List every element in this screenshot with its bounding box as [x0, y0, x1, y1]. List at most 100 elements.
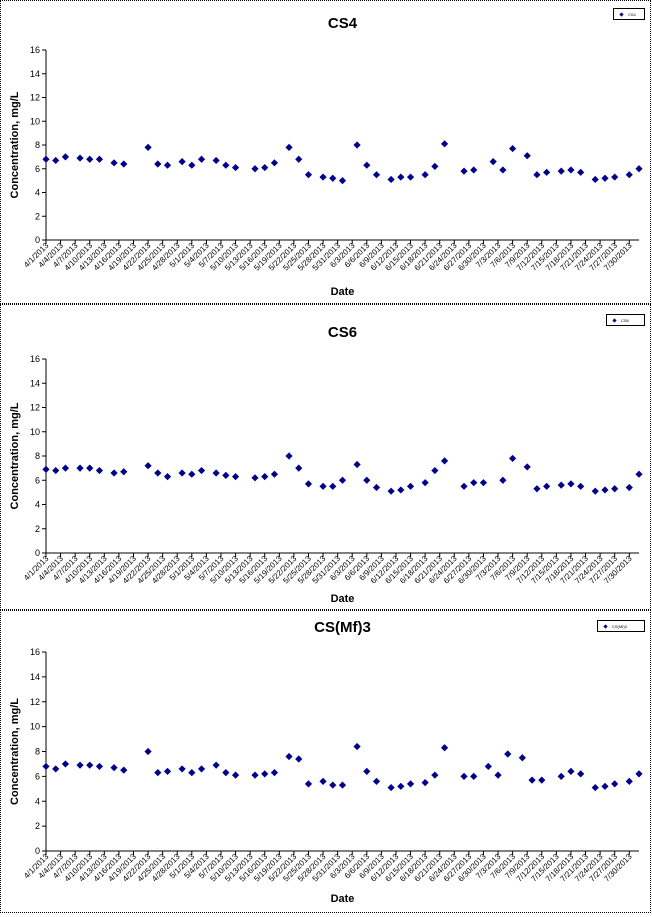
data-point [222, 161, 230, 169]
data-point [42, 465, 50, 473]
data-point [509, 144, 517, 153]
data-point [212, 761, 220, 769]
data-point [611, 780, 619, 788]
chart-panel-csmf3: CS(Mf)3 0 2 4 6 8 10 12 14 16 4/1/2013 4/4/2013 4/7/… [0, 610, 651, 913]
data-point [591, 487, 599, 495]
data-point [591, 175, 599, 184]
y-tick-label: 2 [35, 524, 40, 534]
data-point [470, 166, 478, 174]
data-point [144, 747, 152, 756]
data-point [42, 762, 50, 771]
data-point [557, 481, 565, 489]
x-axis-title: Date [331, 893, 355, 905]
data-point [353, 460, 361, 469]
data-point [577, 168, 585, 176]
data-point [110, 764, 118, 772]
y-tick-label: 16 [30, 647, 40, 657]
y-tick-label: 8 [35, 451, 40, 461]
data-point [625, 777, 633, 785]
data-point [154, 160, 162, 168]
data-point [231, 163, 240, 172]
data-point [421, 778, 429, 787]
data-point [163, 767, 172, 775]
data-point [295, 755, 303, 763]
data-point [557, 167, 565, 175]
data-point [222, 471, 230, 479]
data-point [460, 167, 468, 175]
data-point [270, 470, 279, 478]
data-point [397, 173, 405, 181]
data-point [86, 761, 94, 769]
data-point [197, 466, 206, 475]
data-point [372, 483, 381, 492]
data-point [261, 473, 269, 481]
data-point [601, 486, 609, 494]
data-point [406, 173, 415, 181]
y-tick-label: 4 [35, 500, 40, 510]
chart-title: CS4 [328, 15, 358, 32]
legend-csmf3: CS(Mf)3 [597, 620, 645, 632]
data-point [440, 457, 449, 465]
y-tick-label: 10 [30, 116, 40, 126]
data-point [110, 469, 118, 477]
data-point [460, 482, 468, 490]
y-tick-label: 14 [30, 378, 40, 388]
data-point [338, 781, 347, 789]
data-point [188, 470, 196, 478]
data-point [635, 770, 643, 778]
y-tick-label: 0 [35, 846, 40, 856]
data-point [460, 772, 468, 780]
data-point [625, 483, 633, 492]
data-point [188, 161, 196, 169]
data-point [635, 470, 643, 478]
data-point [154, 769, 162, 777]
y-tick-label: 14 [30, 69, 40, 79]
data-point [295, 155, 303, 163]
data-point [338, 476, 347, 484]
legend-label: CS(Mf)3 [612, 624, 627, 629]
y-axis-title: Concentration, mg/L [9, 698, 21, 805]
data-point [533, 171, 541, 179]
data-point [304, 780, 313, 788]
y-tick-label: 16 [30, 45, 40, 55]
data-point [479, 479, 488, 487]
data-point [188, 769, 196, 777]
data-point [431, 162, 439, 170]
data-point [440, 140, 449, 148]
y-tick-label: 0 [35, 548, 40, 558]
data-point [86, 155, 94, 163]
data-point [538, 776, 546, 784]
data-point [144, 143, 152, 151]
data-point [387, 487, 395, 495]
legend-label: CS6 [621, 318, 629, 323]
data-point [533, 485, 541, 493]
data-point [601, 174, 609, 182]
data-point [212, 469, 220, 477]
data-point [251, 771, 259, 779]
data-point [470, 772, 478, 780]
chart-title: CS(Mf)3 [314, 619, 371, 636]
data-point [372, 777, 381, 785]
data-point [635, 165, 643, 173]
data-point [52, 466, 60, 475]
data-point [543, 482, 551, 490]
data-point [406, 482, 415, 490]
data-point [440, 744, 449, 752]
data-point [509, 454, 517, 463]
data-point [591, 783, 599, 792]
legend-cs4: CS4 [613, 8, 645, 20]
y-tick-label: 12 [30, 403, 40, 413]
data-point [95, 155, 104, 163]
data-point [178, 765, 186, 773]
chart-cs6: CS602468101214164/1/20134/4/20134/7/2013… [9, 324, 643, 605]
data-point [523, 152, 531, 160]
data-point [577, 482, 585, 490]
data-point [52, 156, 60, 165]
data-point [120, 160, 128, 168]
data-point [178, 158, 186, 166]
y-tick-label: 4 [35, 796, 40, 806]
data-point [270, 159, 279, 167]
data-point [397, 782, 405, 790]
data-point [504, 750, 512, 758]
data-point [353, 141, 361, 149]
